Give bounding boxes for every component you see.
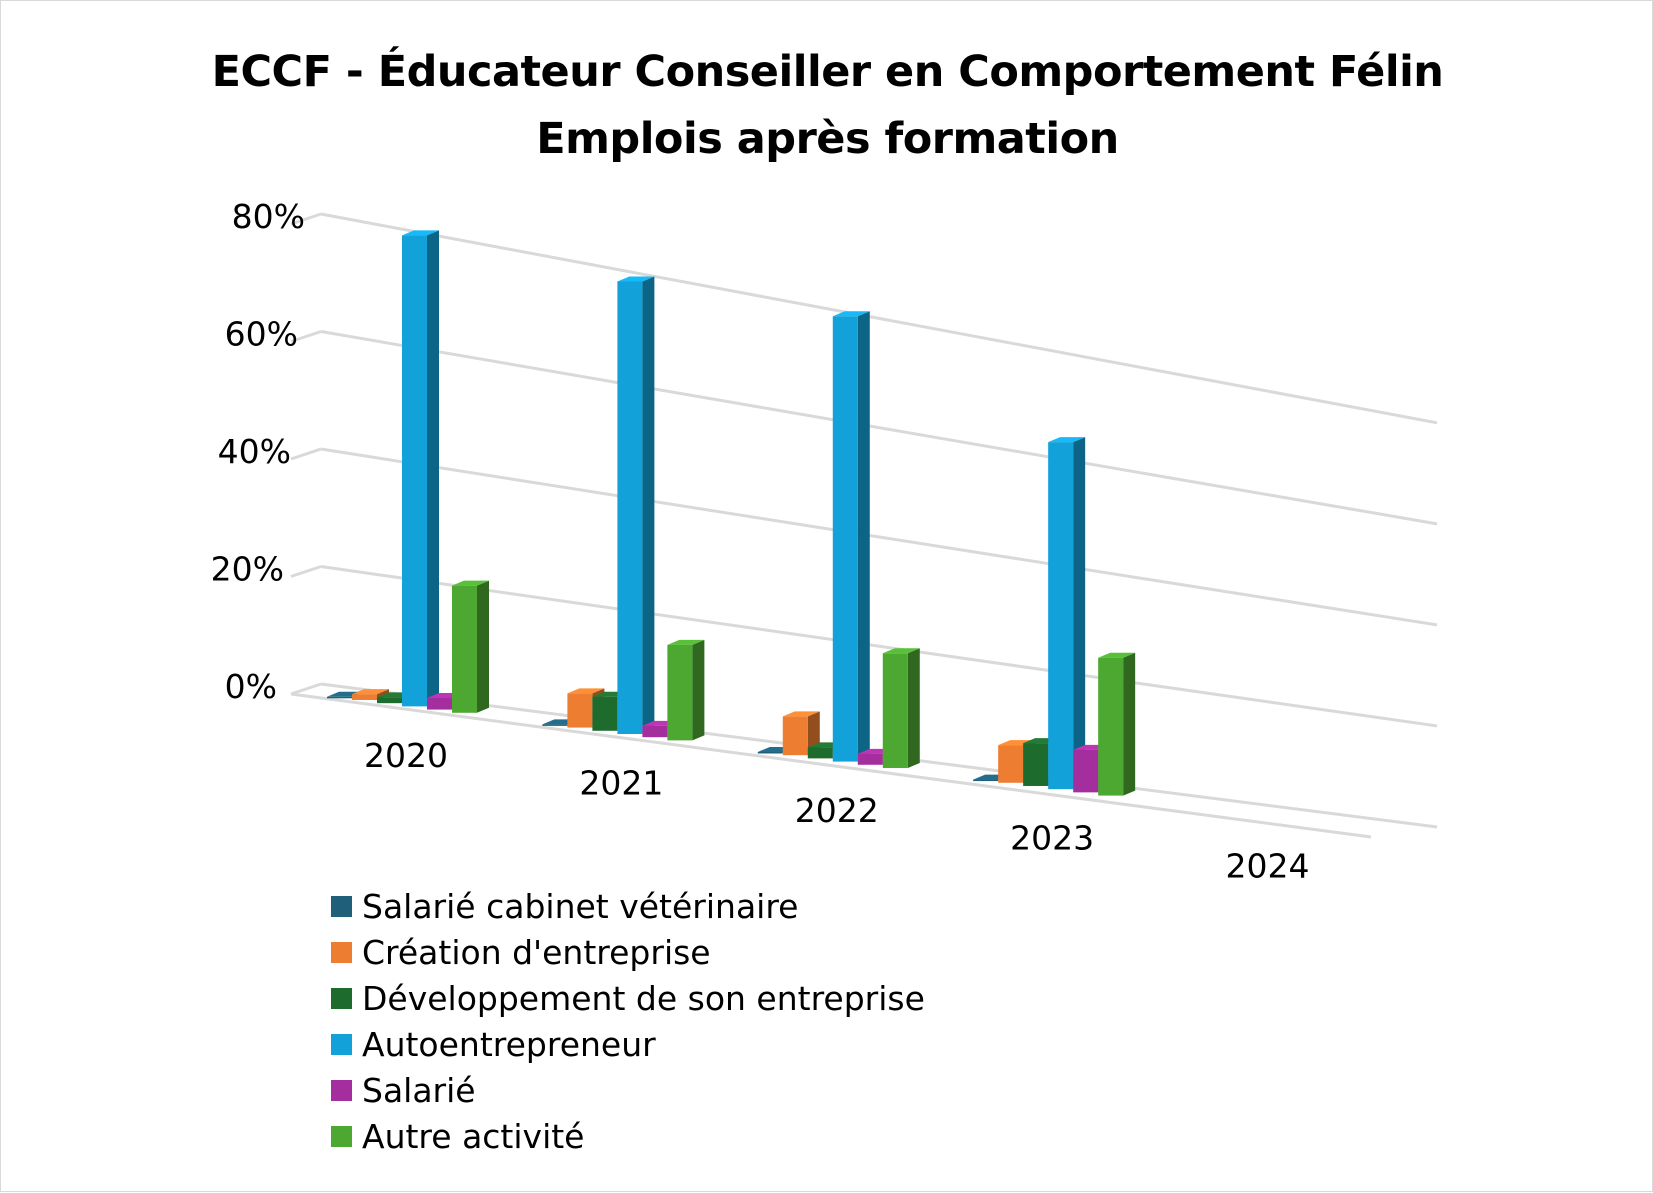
x-tick-label: 2022 xyxy=(795,791,879,830)
bar xyxy=(327,696,352,699)
bar-side xyxy=(427,230,439,707)
legend-item: Création d'entreprise xyxy=(331,929,925,975)
bar xyxy=(617,281,643,734)
x-tick-label: 2021 xyxy=(579,763,663,802)
legend-item: Salarié cabinet vétérinaire xyxy=(331,883,925,929)
bar-top xyxy=(617,276,655,282)
bar-top xyxy=(1048,437,1086,443)
bar xyxy=(402,235,427,707)
y-tick-label: 80% xyxy=(232,197,305,236)
bar xyxy=(1098,657,1124,796)
x-tick-label: 2020 xyxy=(364,736,448,775)
bar xyxy=(567,693,593,728)
y-tick-label: 40% xyxy=(218,432,291,471)
bar-top xyxy=(667,639,705,645)
bar-top xyxy=(1098,652,1136,658)
bar-top xyxy=(882,648,920,654)
y-tick-label: 60% xyxy=(225,315,298,354)
legend-item: Autoentrepreneur xyxy=(331,1021,925,1067)
bar-top xyxy=(452,580,489,586)
gridline-side xyxy=(290,212,322,226)
legend-label: Salarié xyxy=(362,1070,476,1110)
legend-swatch xyxy=(331,941,352,963)
bar-side xyxy=(1123,652,1136,796)
bar xyxy=(1073,749,1099,793)
bar-side xyxy=(1073,437,1086,790)
bar xyxy=(807,747,833,759)
legend-item: Autre activité xyxy=(331,1113,925,1159)
gridline xyxy=(320,330,1438,526)
x-tick-label: 2024 xyxy=(1226,846,1310,885)
bar xyxy=(642,725,668,738)
gridline-side xyxy=(290,565,322,578)
bar xyxy=(592,696,618,731)
gridline xyxy=(320,565,1438,728)
bar xyxy=(998,745,1024,783)
bar-top xyxy=(352,689,389,695)
legend-label: Salarié cabinet vétérinaire xyxy=(362,886,799,926)
bar xyxy=(882,653,908,768)
bar-side xyxy=(477,580,489,713)
gridline-side xyxy=(290,447,322,461)
legend: Salarié cabinet vétérinaire Création d'en… xyxy=(331,883,925,1159)
chart-title-line-1: ECCF - Éducateur Conseiller en Comportem… xyxy=(211,47,1444,97)
bar xyxy=(452,585,477,713)
bar-top xyxy=(402,230,439,236)
bar xyxy=(1023,743,1049,786)
x-tick-label: 2023 xyxy=(1010,819,1094,858)
legend-item: Salarié xyxy=(331,1067,925,1113)
bar xyxy=(542,724,568,726)
legend-label: Création d'entreprise xyxy=(362,932,711,972)
chart-title-line-2: Emplois après formation xyxy=(536,114,1119,164)
bar xyxy=(427,697,452,710)
gridline xyxy=(320,447,1438,627)
legend-swatch xyxy=(331,1079,352,1101)
legend-swatch xyxy=(331,1125,352,1147)
bar-side xyxy=(692,639,705,741)
bar xyxy=(667,644,693,741)
legend-swatch xyxy=(331,1033,352,1055)
bar xyxy=(377,697,402,704)
bar-side xyxy=(857,311,870,762)
legend-label: Développement de son entreprise xyxy=(362,978,925,1018)
legend-label: Autoentrepreneur xyxy=(362,1024,656,1064)
bar xyxy=(857,753,883,765)
y-tick-label: 20% xyxy=(211,550,284,589)
bar-side xyxy=(642,276,655,734)
bar xyxy=(1048,442,1074,790)
legend-item: Développement de son entreprise xyxy=(331,975,925,1021)
bar-side xyxy=(907,648,920,768)
bar xyxy=(832,316,858,762)
gridline xyxy=(320,212,1438,425)
legend-label: Autre activité xyxy=(362,1116,585,1156)
gridline-side xyxy=(290,682,322,696)
gridline-side xyxy=(290,330,322,343)
chart-title: ECCF - Éducateur Conseiller en Comportem… xyxy=(1,39,1653,173)
legend-swatch xyxy=(331,987,352,1009)
bar xyxy=(757,751,783,754)
bar xyxy=(782,716,808,756)
bar-top xyxy=(782,711,820,717)
bar xyxy=(973,779,999,782)
bar-top xyxy=(567,688,605,694)
bar xyxy=(352,694,377,700)
y-tick-label: 0% xyxy=(225,667,277,706)
bar-top xyxy=(832,311,870,317)
floor-edge xyxy=(290,692,1372,839)
legend-swatch xyxy=(331,895,352,917)
